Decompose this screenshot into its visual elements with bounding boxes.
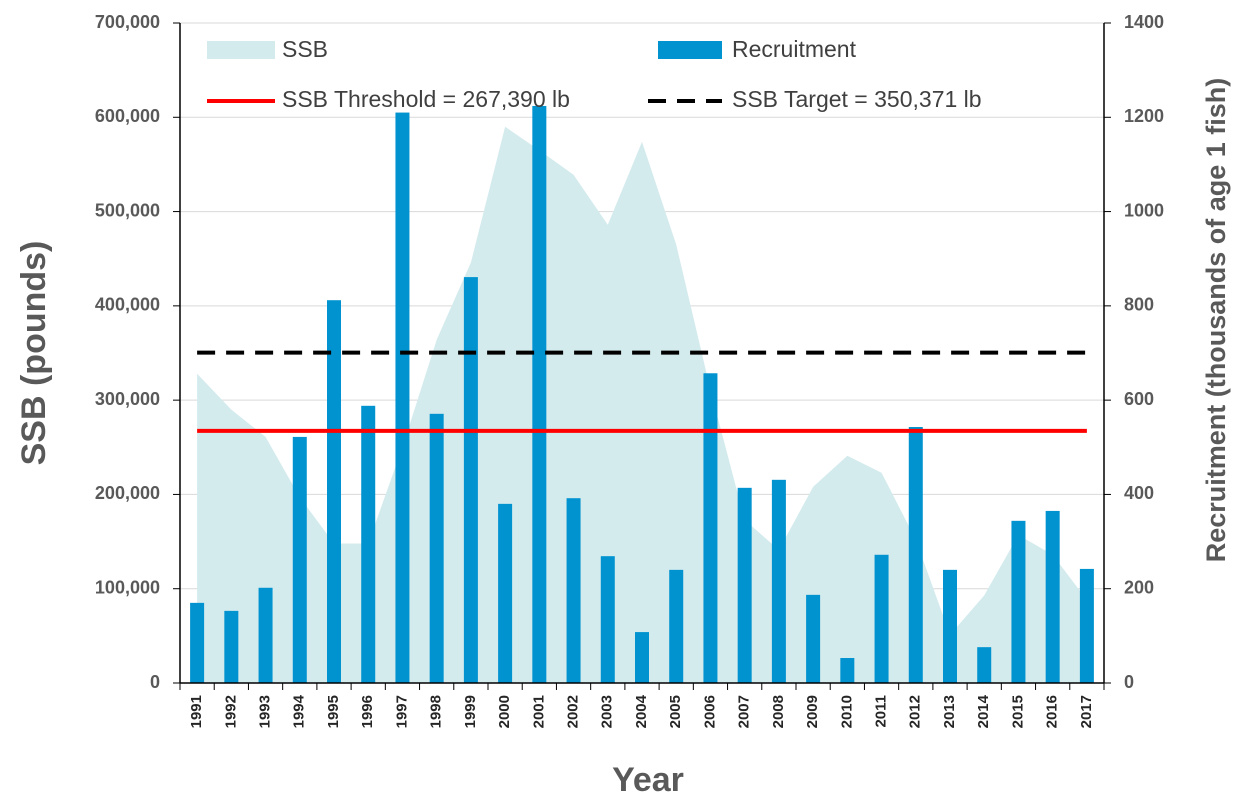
x-tick-label: 1991 bbox=[188, 695, 205, 728]
x-tick-label: 1994 bbox=[291, 694, 308, 728]
x-tick-label: 2008 bbox=[770, 695, 787, 728]
x-tick-label: 2006 bbox=[701, 695, 718, 728]
x-tick-label: 2015 bbox=[1009, 695, 1026, 728]
y-tick-label: 400,000 bbox=[95, 295, 160, 315]
bar bbox=[327, 300, 341, 683]
legend-label: SSB Target = 350,371 lb bbox=[732, 86, 982, 112]
bar bbox=[977, 647, 992, 683]
bar bbox=[532, 105, 547, 683]
x-tick-label: 2003 bbox=[599, 695, 616, 728]
legend-swatch bbox=[658, 41, 722, 59]
y2-tick-label: 1200 bbox=[1124, 106, 1164, 126]
y-tick-label: 300,000 bbox=[95, 389, 160, 409]
bar bbox=[943, 569, 957, 683]
bar bbox=[1011, 520, 1026, 683]
x-tick-label: 1999 bbox=[462, 695, 479, 728]
y2-axis-title: Recruitment (thousands of age 1 fish) bbox=[1201, 78, 1231, 563]
bar bbox=[635, 632, 649, 683]
x-tick-label: 2007 bbox=[736, 695, 753, 728]
bar bbox=[703, 373, 718, 683]
x-tick-label: 2011 bbox=[873, 695, 890, 728]
x-tick-label: 2013 bbox=[941, 695, 958, 728]
bar bbox=[1079, 568, 1094, 683]
legend-label: SSB bbox=[282, 36, 328, 62]
bar bbox=[190, 602, 205, 683]
bar bbox=[908, 427, 923, 683]
bar bbox=[361, 405, 376, 683]
y2-tick-label: 0 bbox=[1124, 672, 1134, 692]
y-tick-label: 200,000 bbox=[95, 483, 160, 503]
bar bbox=[600, 556, 615, 683]
y-axis-title: SSB (pounds) bbox=[15, 241, 53, 466]
y-tick-label: 700,000 bbox=[95, 12, 160, 32]
y2-tick-label: 400 bbox=[1124, 483, 1154, 503]
legend-label: SSB Threshold = 267,390 lb bbox=[282, 86, 570, 112]
y-tick-label: 600,000 bbox=[95, 106, 160, 126]
bar bbox=[566, 498, 581, 683]
bar bbox=[395, 112, 410, 684]
bar bbox=[292, 436, 307, 683]
y2-tick-label: 200 bbox=[1124, 577, 1154, 597]
y2-tick-label: 800 bbox=[1124, 295, 1154, 315]
x-tick-label: 2000 bbox=[496, 695, 513, 728]
bar bbox=[771, 479, 786, 683]
bar bbox=[874, 554, 889, 683]
x-tick-label: 2016 bbox=[1044, 695, 1061, 728]
bar bbox=[840, 658, 855, 683]
y-tick-label: 500,000 bbox=[95, 200, 160, 220]
x-tick-label: 2001 bbox=[530, 695, 547, 728]
y2-tick-label: 1400 bbox=[1124, 12, 1164, 32]
legend-swatch bbox=[207, 41, 275, 59]
x-tick-label: 2012 bbox=[907, 695, 924, 728]
x-tick-label: 2017 bbox=[1078, 695, 1095, 728]
bar bbox=[806, 594, 821, 683]
x-tick-label: 2002 bbox=[565, 695, 582, 728]
bar bbox=[737, 487, 752, 683]
x-axis-title: Year bbox=[612, 761, 684, 799]
x-tick-label: 1995 bbox=[325, 695, 342, 728]
x-tick-label: 2005 bbox=[667, 695, 684, 728]
x-tick-label: 1993 bbox=[257, 695, 274, 728]
y2-tick-label: 1000 bbox=[1124, 200, 1164, 220]
y2-tick-label: 600 bbox=[1124, 389, 1154, 409]
x-tick-label: 1996 bbox=[359, 695, 376, 728]
bar bbox=[258, 587, 273, 683]
bar bbox=[498, 503, 513, 683]
x-tick-label: 1998 bbox=[428, 695, 445, 728]
x-tick-label: 1997 bbox=[393, 695, 410, 728]
x-tick-label: 2004 bbox=[633, 694, 650, 728]
bar bbox=[429, 413, 444, 683]
bar bbox=[669, 569, 684, 683]
ssb-area bbox=[197, 126, 1087, 683]
x-tick-label: 2014 bbox=[975, 694, 992, 728]
x-tick-label: 1992 bbox=[222, 695, 239, 728]
y-tick-label: 0 bbox=[150, 672, 160, 692]
bar bbox=[1045, 510, 1060, 683]
legend-label: Recruitment bbox=[732, 36, 857, 62]
x-tick-label: 2010 bbox=[838, 695, 855, 728]
x-tick-label: 2009 bbox=[804, 695, 821, 728]
y-tick-label: 100,000 bbox=[95, 577, 160, 597]
bar bbox=[224, 610, 239, 683]
bar bbox=[463, 277, 478, 683]
